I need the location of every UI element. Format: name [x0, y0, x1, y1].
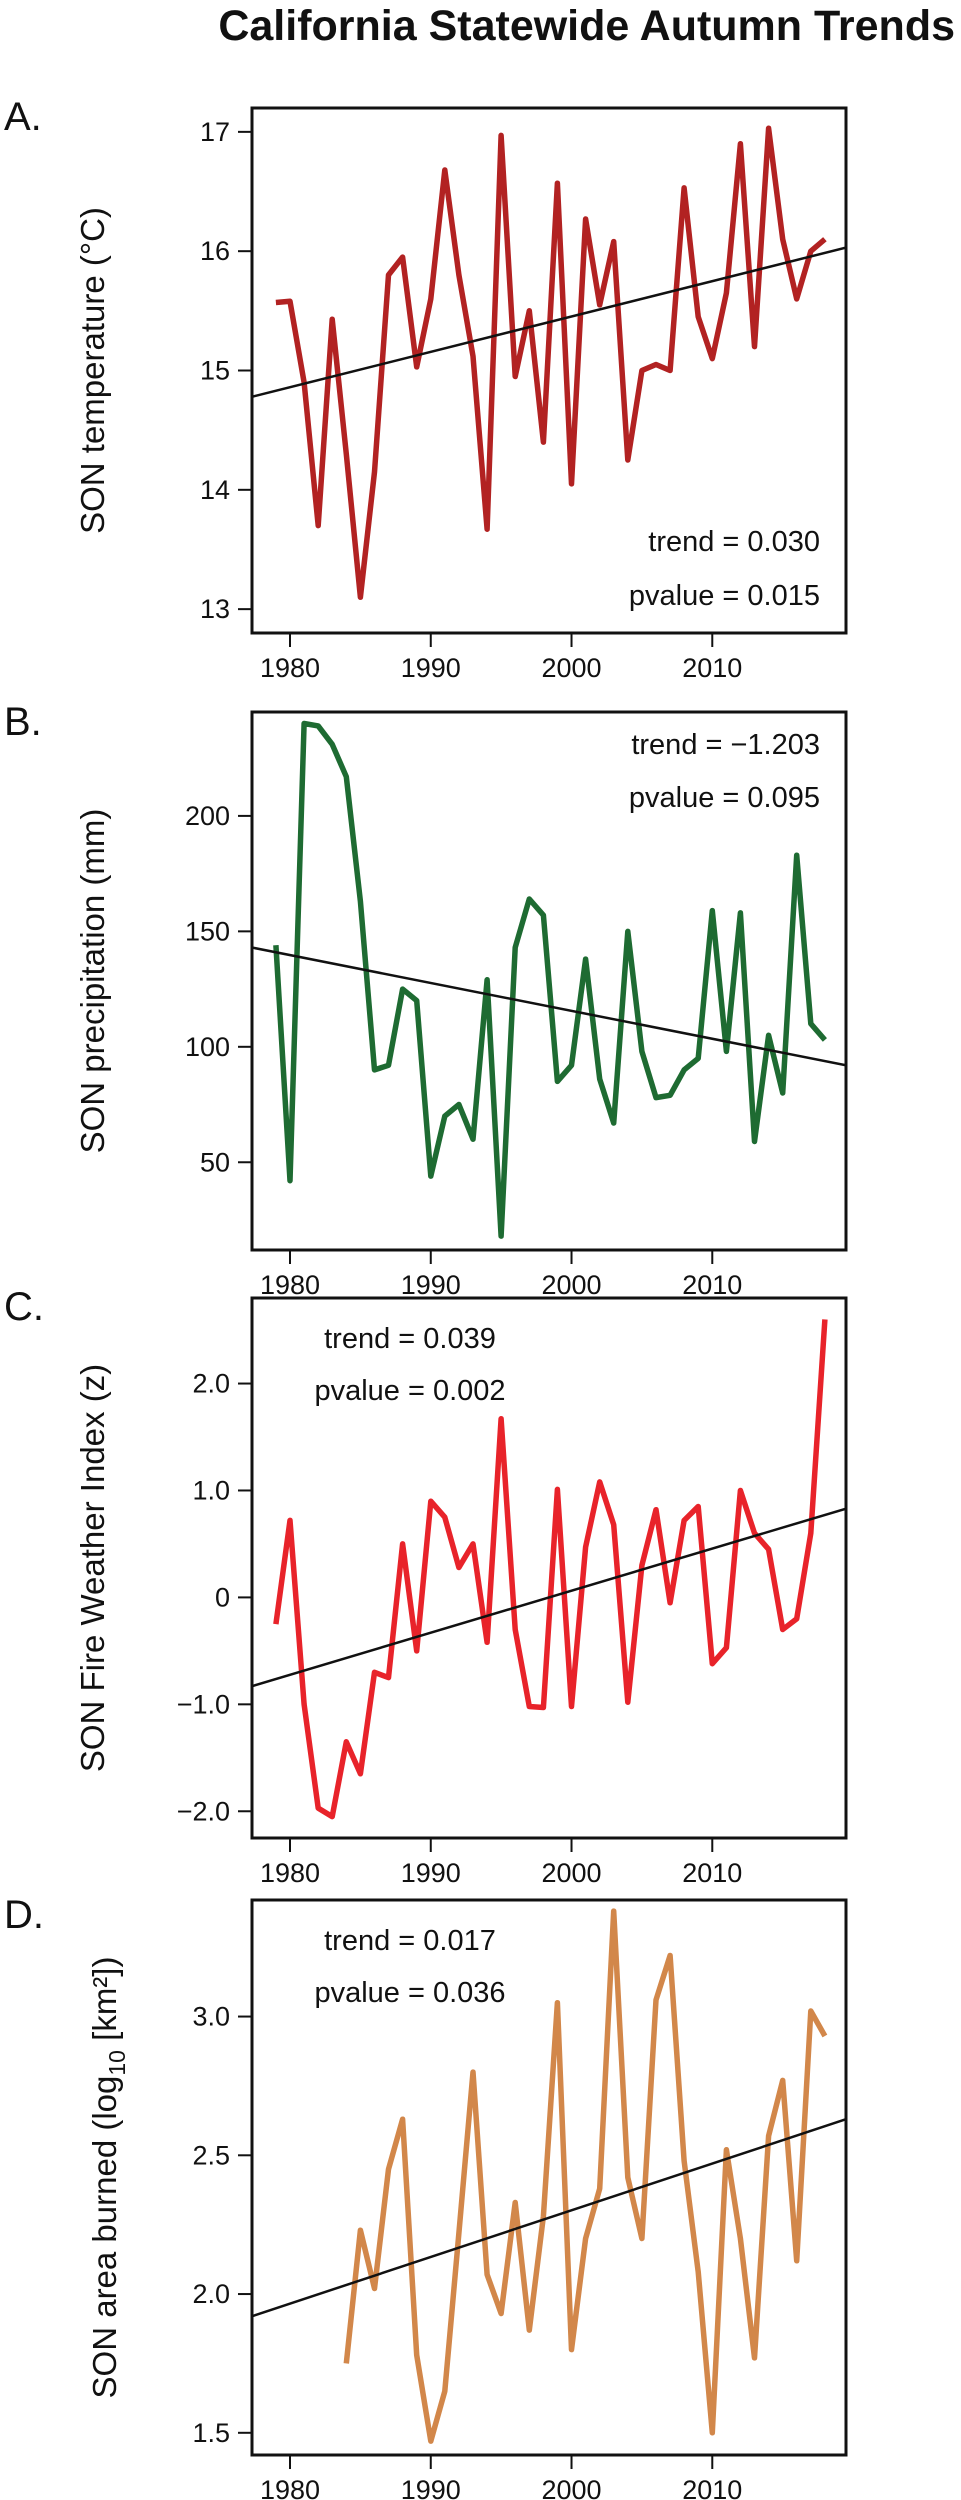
trend-line	[252, 246, 846, 398]
panel-label: C.	[4, 1285, 44, 1329]
x-tick-label: 2010	[682, 2475, 742, 2500]
y-tick-label: −1.0	[177, 1689, 230, 1719]
plot-frame	[250, 1296, 848, 1840]
x-tick-label: 1990	[401, 653, 461, 683]
x-tick-label: 1990	[401, 1270, 461, 1300]
x-tick-label: 1980	[260, 653, 320, 683]
x-tick-label: 1990	[401, 1858, 461, 1888]
y-tick-label: 13	[200, 594, 230, 624]
x-tick-label: 2000	[541, 1858, 601, 1888]
chart-title: California Statewide Autumn Trends	[218, 2, 955, 50]
y-axis-label: SON precipitation (mm)	[74, 809, 111, 1154]
pvalue-annotation: pvalue = 0.036	[314, 1977, 505, 2009]
x-tick-label: 2010	[682, 653, 742, 683]
panel-a: A. 13 14 15 16 17 1980 1990 2000 2010 SON temperat…	[4, 95, 848, 683]
y-tick-label: −2.0	[177, 1796, 230, 1826]
panel-b: B. 50 100 150 200 1980 1990 2000 2010 SON precipi…	[4, 700, 848, 1300]
trend-annotation: trend = 0.017	[324, 1925, 496, 1957]
trend-line	[252, 1507, 846, 1688]
plot-frame	[250, 106, 848, 635]
series-line	[275, 125, 827, 600]
y-tick-label: 150	[185, 916, 230, 946]
trend-annotation: trend = 0.030	[648, 526, 820, 558]
trend-line	[252, 946, 846, 1067]
x-tick-label: 2000	[541, 653, 601, 683]
panel-label: A.	[4, 95, 42, 139]
pvalue-annotation: pvalue = 0.002	[314, 1375, 505, 1407]
panel-label: B.	[4, 700, 42, 744]
y-tick-label: 3.0	[192, 2002, 230, 2032]
y-tick-label: 2.0	[192, 2279, 230, 2309]
y-tick-label: 100	[185, 1032, 230, 1062]
trend-line	[252, 2118, 846, 2318]
x-tick-label: 2000	[541, 2475, 601, 2500]
panel-label: D.	[4, 1893, 44, 1937]
y-tick-label: 2.5	[192, 2140, 230, 2170]
trend-annotation: trend = 0.039	[324, 1323, 496, 1355]
y-tick-label: 1.0	[192, 1475, 230, 1505]
pvalue-annotation: pvalue = 0.015	[629, 580, 820, 612]
trend-annotation: trend = −1.203	[631, 729, 820, 761]
y-axis-label: SON temperature (°C)	[74, 207, 111, 534]
x-tick-label: 2010	[682, 1270, 742, 1300]
y-axis-label: SON area burned (log10 [km²])	[86, 1957, 130, 2399]
y-tick-label: 17	[200, 117, 230, 147]
x-tick-label: 1980	[260, 1270, 320, 1300]
series-line	[273, 720, 827, 1239]
x-tick-label: 2010	[682, 1858, 742, 1888]
y-tick-label: 0	[215, 1582, 230, 1612]
y-tick-label: 200	[185, 801, 230, 831]
x-tick-label: 2000	[541, 1270, 601, 1300]
y-tick-label: 14	[200, 475, 230, 505]
panel-c: C. −2.0 −1.0 0 1.0 2.0 1980 1990 2000 2010 SON Fir…	[4, 1285, 848, 1888]
series-line	[343, 1908, 828, 2444]
y-axis-label: SON Fire Weather Index (z)	[74, 1364, 111, 1772]
pvalue-annotation: pvalue = 0.095	[629, 782, 820, 814]
y-tick-label: 1.5	[192, 2418, 230, 2448]
plot-frame	[250, 710, 848, 1252]
x-tick-label: 1980	[260, 1858, 320, 1888]
y-tick-label: 50	[200, 1147, 230, 1177]
x-tick-label: 1980	[260, 2475, 320, 2500]
series-line	[273, 1319, 828, 1820]
x-tick-label: 1990	[401, 2475, 461, 2500]
plot-frame	[250, 1898, 848, 2457]
y-tick-label: 16	[200, 236, 230, 266]
y-tick-label: 15	[200, 356, 230, 386]
panel-d: D. 1.5 2.0 2.5 3.0 1980 1990 2000 2010 SON area b…	[4, 1893, 848, 2500]
y-tick-label: 2.0	[192, 1369, 230, 1399]
